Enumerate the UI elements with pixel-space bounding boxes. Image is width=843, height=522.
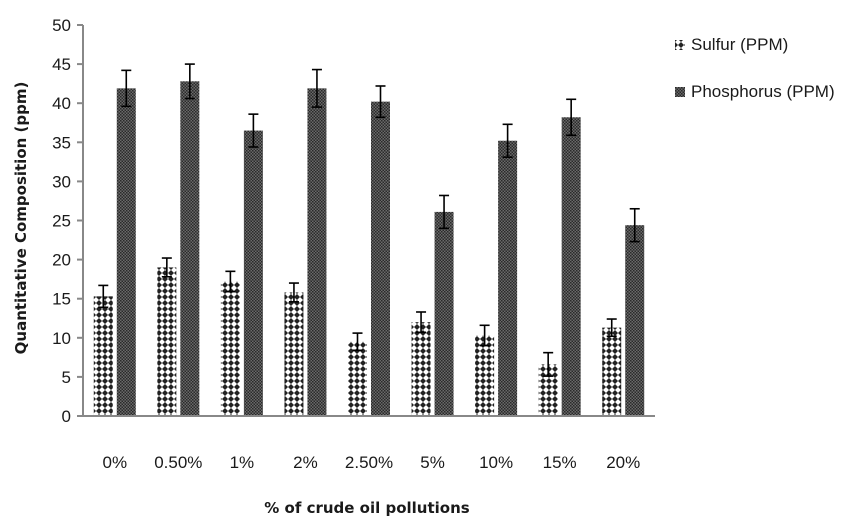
error-bar [311, 68, 322, 108]
y-tick-label: 50 [52, 16, 71, 35]
axes [82, 25, 655, 417]
legend-swatch [675, 87, 685, 97]
legend-item: Phosphorus (PPM) [675, 82, 835, 101]
bar-sulfur [220, 281, 240, 416]
error-bar [98, 284, 109, 309]
bars [93, 81, 645, 417]
x-tick-label: 5% [420, 453, 445, 472]
y-tick-label: 20 [52, 251, 71, 270]
bar-sulfur [475, 335, 495, 416]
legend-label: Sulfur (PPM) [691, 35, 788, 54]
bar-sulfur [157, 267, 177, 416]
bar-phosphorus [561, 117, 581, 416]
x-axis-title: % of crude oil pollutions [264, 499, 470, 517]
y-tick-label: 0 [62, 407, 71, 426]
x-tick-label: 10% [479, 453, 513, 472]
bar-sulfur [411, 322, 431, 416]
error-bar [121, 69, 132, 108]
bar-phosphorus [625, 225, 645, 416]
y-tick-label: 10 [52, 329, 71, 348]
x-tick-label: 2.50% [345, 453, 393, 472]
error-bar [629, 207, 640, 243]
error-bar [248, 113, 259, 148]
y-tick-label: 45 [52, 55, 71, 74]
error-bar [543, 351, 554, 377]
y-tick-label: 5 [62, 368, 71, 387]
error-bar [288, 282, 299, 303]
bar-sulfur [348, 341, 367, 416]
error-bar [375, 85, 386, 119]
x-tick-label: 20% [606, 453, 640, 472]
x-tick-label: 0% [102, 453, 127, 472]
x-axis-ticks: 0% 0.50% 1% 2% 2.50% 5% 10% 15% 20% [102, 453, 640, 472]
x-tick-label: 2% [293, 453, 318, 472]
y-axis-title: Quantitative Composition (ppm) [12, 82, 30, 355]
bar-phosphorus [116, 88, 136, 416]
bar-phosphorus [434, 211, 454, 416]
y-tick-label: 30 [52, 172, 71, 191]
x-tick-label: 15% [543, 453, 577, 472]
x-tick-label: 1% [230, 453, 255, 472]
x-tick-label: 0.50% [154, 453, 202, 472]
error-bar [352, 332, 363, 352]
y-tick-label: 40 [52, 94, 71, 113]
y-tick-label: 25 [52, 212, 71, 231]
error-bars [98, 63, 640, 377]
error-bar [225, 270, 236, 293]
y-axis-ticks: 0 5 10 15 20 25 30 35 40 45 50 [52, 16, 83, 426]
bar-sulfur [602, 327, 622, 416]
error-bar [161, 257, 172, 278]
bar-phosphorus [498, 140, 518, 416]
bar-sulfur [538, 364, 558, 416]
error-bar [184, 63, 195, 100]
bar-phosphorus [180, 81, 200, 416]
bar-phosphorus [371, 101, 390, 417]
bar-phosphorus [243, 130, 263, 416]
legend-item: Sulfur (PPM) [675, 35, 788, 54]
error-bar [606, 318, 617, 338]
error-bar [502, 123, 513, 158]
bar-sulfur [93, 296, 113, 416]
legend-label: Phosphorus (PPM) [691, 82, 835, 101]
y-tick-label: 15 [52, 290, 71, 309]
error-bar [416, 311, 427, 334]
y-tick-label: 35 [52, 133, 71, 152]
error-bar [439, 194, 450, 230]
error-bar [566, 98, 577, 137]
legend-swatch [675, 40, 685, 50]
legend: Sulfur (PPM) Phosphorus (PPM) [675, 35, 835, 101]
bar-phosphorus [307, 88, 327, 416]
bar-sulfur [284, 292, 304, 416]
error-bar [479, 324, 490, 347]
